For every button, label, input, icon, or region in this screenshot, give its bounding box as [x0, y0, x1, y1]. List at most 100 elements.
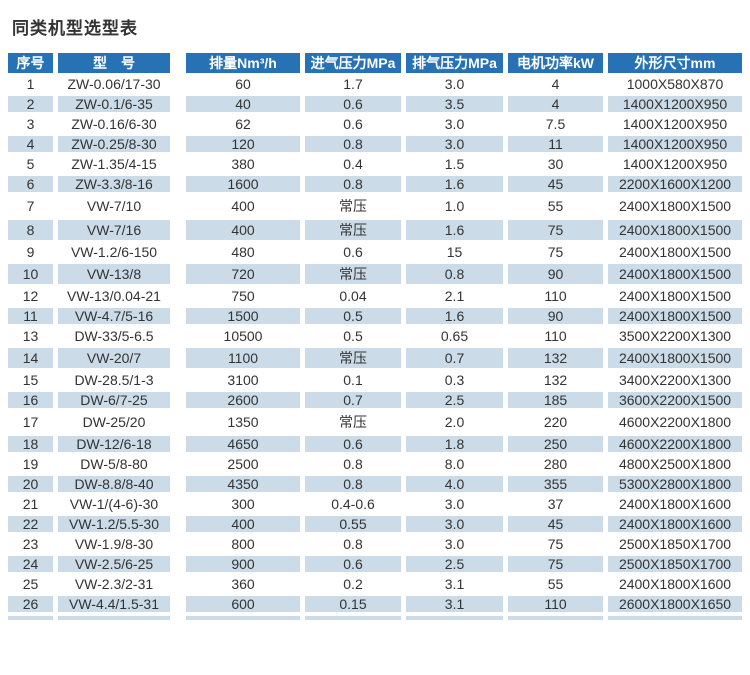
- table-row: 23 VW-1.9/8-30 800 0.8 3.0 75 2500X1850X1700: [8, 536, 742, 556]
- table-cell: VW-1.2/5.5-30: [58, 516, 186, 536]
- table-cell: 30: [508, 156, 608, 176]
- table-cell: 22: [8, 516, 58, 536]
- table-cell: 2: [8, 96, 58, 116]
- table-cell: 60: [186, 76, 305, 96]
- table-cell: 10: [8, 264, 58, 288]
- table-cell: 1.6: [406, 176, 508, 196]
- table-cell: 400: [186, 196, 305, 220]
- table-cell: 15: [406, 244, 508, 264]
- table-cell: 75: [508, 536, 608, 556]
- table-row: 1 ZW-0.06/17-30 60 1.7 3.0 4 1000X580X870: [8, 76, 742, 96]
- table-cell: 18: [8, 436, 58, 456]
- table-cell: ZW-0.1/6-35: [58, 96, 186, 116]
- table-cell: 3.5: [406, 96, 508, 116]
- table-row: 8 VW-7/16 400 常压 1.6 75 2400X1800X1500: [8, 220, 742, 244]
- table-cell: 0.8: [305, 456, 406, 476]
- table-cell: 75: [508, 556, 608, 576]
- table-cell: DW-5/8-80: [58, 456, 186, 476]
- table-cell: 常压: [305, 412, 406, 436]
- table-cell: 0.04: [305, 288, 406, 308]
- table-cell: 120: [186, 136, 305, 156]
- table-cell: 600: [186, 596, 305, 616]
- table-cell: 90: [508, 264, 608, 288]
- table-cell: 1500: [186, 308, 305, 328]
- table-cell: 常压: [305, 196, 406, 220]
- table-cell: VW-4.4/1.5-31: [58, 596, 186, 616]
- table-row: 18 DW-12/6-18 4650 0.6 1.8 250 4600X2200X1800: [8, 436, 742, 456]
- table-cell: DW-28.5/1-3: [58, 372, 186, 392]
- table-cell: DW-8.8/8-40: [58, 476, 186, 496]
- table-cell: VW-4.7/5-16: [58, 308, 186, 328]
- table-cell: 185: [508, 392, 608, 412]
- model-selection-table: 序号 型 号 排量Nm³/h 进气压力MPa 排气压力MPa 电机功率kW 外形…: [8, 53, 742, 620]
- table-cell: 90: [508, 308, 608, 328]
- table-row: 20 DW-8.8/8-40 4350 0.8 4.0 355 5300X2800X1800: [8, 476, 742, 496]
- table-row: [8, 616, 742, 620]
- column-header-displacement: 排量Nm³/h: [186, 53, 305, 76]
- table-cell: 2500: [186, 456, 305, 476]
- table-cell: 2400X1800X1500: [608, 288, 742, 308]
- table-cell: 0.1: [305, 372, 406, 392]
- table-cell: 4: [8, 136, 58, 156]
- table-cell: VW-13/0.04-21: [58, 288, 186, 308]
- table-cell: 9: [8, 244, 58, 264]
- table-cell: 2400X1800X1500: [608, 244, 742, 264]
- table-cell: 0.6: [305, 436, 406, 456]
- table-cell: 10500: [186, 328, 305, 348]
- table-cell: 75: [508, 244, 608, 264]
- table-cell: 2200X1600X1200: [608, 176, 742, 196]
- table-cell: 2400X1800X1500: [608, 348, 742, 372]
- table-cell: 0.4: [305, 156, 406, 176]
- table-row: 11 VW-4.7/5-16 1500 0.5 1.6 90 2400X1800X1500: [8, 308, 742, 328]
- table-row: 4 ZW-0.25/8-30 120 0.8 3.0 11 1400X1200X950: [8, 136, 742, 156]
- table-bottom-sliver: [8, 616, 742, 620]
- table-cell: 110: [508, 288, 608, 308]
- table-cell: 4350: [186, 476, 305, 496]
- table-cell: 1.7: [305, 76, 406, 96]
- table-cell: [406, 616, 508, 620]
- table-row: 22 VW-1.2/5.5-30 400 0.55 3.0 45 2400X1800X160…: [8, 516, 742, 536]
- table-cell: 40: [186, 96, 305, 116]
- table-cell: 900: [186, 556, 305, 576]
- table-cell: 3500X2200X1300: [608, 328, 742, 348]
- table-cell: 23: [8, 536, 58, 556]
- table-cell: 3400X2200X1300: [608, 372, 742, 392]
- table-cell: 0.6: [305, 556, 406, 576]
- column-header-model: 型 号: [58, 53, 186, 76]
- table-row: 9 VW-1.2/6-150 480 0.6 15 75 2400X1800X1500: [8, 244, 742, 264]
- table-cell: 21: [8, 496, 58, 516]
- column-header-inlet-pressure: 进气压力MPa: [305, 53, 406, 76]
- table-cell: 2400X1800X1600: [608, 516, 742, 536]
- table-cell: VW-2.3/2-31: [58, 576, 186, 596]
- table-cell: 6: [8, 176, 58, 196]
- table-cell: 7: [8, 196, 58, 220]
- table-cell: VW-7/10: [58, 196, 186, 220]
- table-cell: 1400X1200X950: [608, 136, 742, 156]
- table-cell: 3: [8, 116, 58, 136]
- table-cell: VW-13/8: [58, 264, 186, 288]
- table-row: 13 DW-33/5-6.5 10500 0.5 0.65 110 3500X2200X13…: [8, 328, 742, 348]
- table-cell: 3.0: [406, 496, 508, 516]
- table-cell: 110: [508, 596, 608, 616]
- table-cell: 2400X1800X1500: [608, 220, 742, 244]
- table-cell: 3.0: [406, 116, 508, 136]
- table-cell: 280: [508, 456, 608, 476]
- table-cell: 4.0: [406, 476, 508, 496]
- table-cell: 1350: [186, 412, 305, 436]
- table-cell: 2400X1800X1500: [608, 196, 742, 220]
- table-cell: 0.8: [305, 176, 406, 196]
- table-cell: 8: [8, 220, 58, 244]
- table-cell: 110: [508, 328, 608, 348]
- table-row: 21 VW-1/(4-6)-30 300 0.4-0.6 3.0 37 2400X1800X…: [8, 496, 742, 516]
- table-cell: VW-1.2/6-150: [58, 244, 186, 264]
- column-header-dimensions: 外形尺寸mm: [608, 53, 742, 76]
- table-cell: 360: [186, 576, 305, 596]
- column-header-index: 序号: [8, 53, 58, 76]
- table-cell: 2600: [186, 392, 305, 412]
- table-cell: 3.0: [406, 76, 508, 96]
- table-row: 10 VW-13/8 720 常压 0.8 90 2400X1800X1500: [8, 264, 742, 288]
- table-cell: 2500X1850X1700: [608, 556, 742, 576]
- table-cell: 2400X1800X1600: [608, 576, 742, 596]
- table-cell: 3.1: [406, 596, 508, 616]
- table-row: 12 VW-13/0.04-21 750 0.04 2.1 110 2400X1800X15…: [8, 288, 742, 308]
